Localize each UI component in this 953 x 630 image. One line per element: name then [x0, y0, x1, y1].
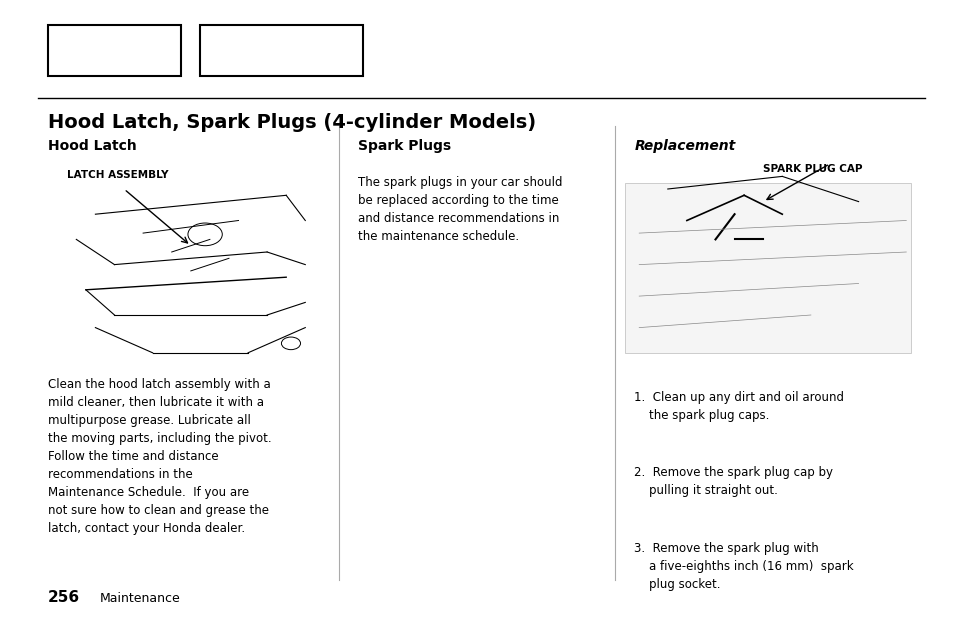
Text: 1.  Clean up any dirt and oil around
    the spark plug caps.: 1. Clean up any dirt and oil around the … — [634, 391, 843, 421]
Text: SPARK PLUG CAP: SPARK PLUG CAP — [762, 164, 862, 174]
Text: The spark plugs in your car should
be replaced according to the time
and distanc: The spark plugs in your car should be re… — [357, 176, 561, 243]
Text: Hood Latch: Hood Latch — [48, 139, 136, 152]
Text: Maintenance: Maintenance — [100, 592, 181, 605]
Bar — [624, 183, 910, 353]
Text: 256: 256 — [48, 590, 80, 605]
Text: Clean the hood latch assembly with a
mild cleaner, then lubricate it with a
mult: Clean the hood latch assembly with a mil… — [48, 378, 271, 535]
Text: Replacement: Replacement — [634, 139, 735, 152]
Text: 2.  Remove the spark plug cap by
    pulling it straight out.: 2. Remove the spark plug cap by pulling … — [634, 466, 833, 497]
Bar — [48, 25, 181, 76]
Text: LATCH ASSEMBLY: LATCH ASSEMBLY — [67, 170, 168, 180]
Text: 3.  Remove the spark plug with
    a five-eighths inch (16 mm)  spark
    plug s: 3. Remove the spark plug with a five-eig… — [634, 542, 853, 591]
Text: Spark Plugs: Spark Plugs — [357, 139, 451, 152]
Bar — [200, 25, 362, 76]
Text: Hood Latch, Spark Plugs (4-cylinder Models): Hood Latch, Spark Plugs (4-cylinder Mode… — [48, 113, 536, 132]
